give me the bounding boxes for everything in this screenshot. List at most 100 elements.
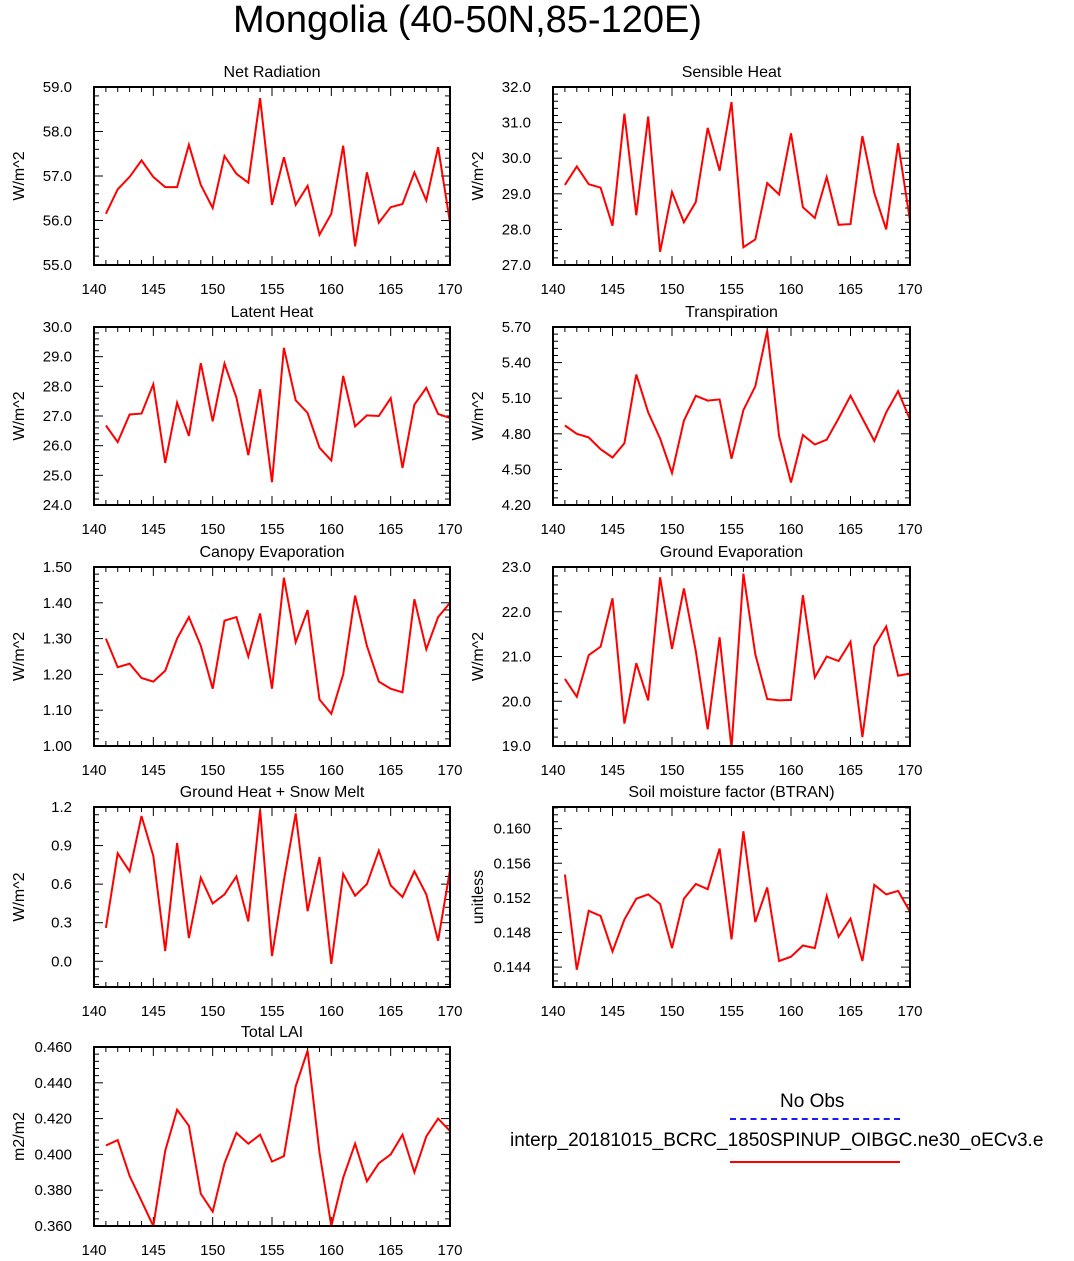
y-tick-label: 27.0 xyxy=(502,257,531,274)
y-tick-label: 58.0 xyxy=(43,124,72,141)
x-tick-label: 140 xyxy=(540,1003,565,1020)
chart-panel: Ground Evaporation W/m^2 140 145 150 155 160 16… xyxy=(470,544,923,779)
x-tick-label: 140 xyxy=(81,1003,106,1020)
plot-frame xyxy=(93,1046,451,1227)
x-tick-label: 150 xyxy=(659,1003,684,1020)
chart-title: Sensible Heat xyxy=(682,64,782,81)
y-tick-label: 0.148 xyxy=(493,924,531,941)
x-tick-label: 160 xyxy=(319,281,344,298)
x-tick-label: 155 xyxy=(719,281,744,298)
x-tick-label: 145 xyxy=(141,281,166,298)
series-line xyxy=(105,1050,450,1226)
y-tick-label: 28.0 xyxy=(502,221,531,238)
y-tick-label: 0.400 xyxy=(34,1146,72,1163)
y-tick-label: 24.0 xyxy=(43,497,72,514)
y-tick-label: 30.0 xyxy=(502,150,531,167)
plot-frame xyxy=(93,86,451,266)
series-line xyxy=(564,101,910,252)
y-tick-label: 20.0 xyxy=(502,693,531,710)
x-tick-label: 170 xyxy=(437,1003,462,1020)
y-tick-label: 27.0 xyxy=(43,408,72,425)
chart-title: Total LAI xyxy=(241,1024,303,1041)
x-tick-label: 150 xyxy=(659,521,684,538)
x-tick-label: 170 xyxy=(897,521,922,538)
x-tick-label: 145 xyxy=(141,1242,166,1259)
chart-title: Ground Heat + Snow Melt xyxy=(180,784,365,801)
legend-obs-line xyxy=(730,1118,900,1120)
x-tick-label: 165 xyxy=(378,1242,403,1259)
chart-panel: Latent Heat W/m^2 140 145 150 155 160 165 170 24.… xyxy=(11,304,463,538)
x-tick-label: 145 xyxy=(600,281,625,298)
y-axis-label: W/m^2 xyxy=(470,391,487,440)
x-tick-label: 140 xyxy=(81,1242,106,1259)
chart-title: Ground Evaporation xyxy=(660,544,803,561)
x-tick-label: 155 xyxy=(719,521,744,538)
plot-frame xyxy=(552,566,911,747)
y-tick-label: 0.380 xyxy=(34,1182,72,1199)
x-tick-label: 145 xyxy=(600,521,625,538)
x-tick-label: 150 xyxy=(200,1242,225,1259)
y-tick-label: 0.160 xyxy=(493,821,531,838)
y-axis-label: W/m^2 xyxy=(11,872,28,921)
y-tick-label: 0.3 xyxy=(51,915,72,932)
x-tick-label: 165 xyxy=(378,1003,403,1020)
y-tick-label: 1.10 xyxy=(43,702,72,719)
legend-model-line xyxy=(730,1161,900,1163)
series-line xyxy=(564,330,910,483)
y-tick-label: 29.0 xyxy=(43,349,72,366)
y-tick-label: 28.0 xyxy=(43,378,72,395)
y-tick-label: 0.144 xyxy=(493,959,531,976)
x-tick-label: 155 xyxy=(719,1003,744,1020)
chart-panel: Sensible Heat W/m^2 140 145 150 155 160 165 170 2… xyxy=(470,64,923,298)
y-tick-label: 21.0 xyxy=(502,649,531,666)
plot-frame xyxy=(552,326,911,506)
series-line xyxy=(105,347,450,483)
y-tick-label: 0.6 xyxy=(51,876,72,893)
x-tick-label: 155 xyxy=(259,521,284,538)
x-tick-label: 160 xyxy=(319,1003,344,1020)
plot-frame xyxy=(93,566,451,747)
y-axis-label: W/m^2 xyxy=(11,391,28,440)
y-axis-label: W/m^2 xyxy=(470,151,487,200)
x-tick-label: 155 xyxy=(259,1003,284,1020)
x-tick-label: 160 xyxy=(778,281,803,298)
x-tick-label: 155 xyxy=(719,762,744,779)
x-tick-label: 160 xyxy=(319,1242,344,1259)
x-tick-label: 140 xyxy=(81,521,106,538)
y-tick-label: 29.0 xyxy=(502,186,531,203)
x-tick-label: 160 xyxy=(319,762,344,779)
y-tick-label: 1.00 xyxy=(43,738,72,755)
x-tick-label: 145 xyxy=(141,521,166,538)
y-axis-label: unitless xyxy=(470,870,487,924)
x-tick-label: 170 xyxy=(437,281,462,298)
chart-title: Latent Heat xyxy=(231,304,314,321)
y-tick-label: 0.9 xyxy=(51,838,72,855)
series-line xyxy=(564,573,910,746)
y-tick-label: 23.0 xyxy=(502,559,531,576)
plot-frame xyxy=(93,326,451,506)
y-tick-label: 1.40 xyxy=(43,595,72,612)
legend-obs-label: No Obs xyxy=(780,1091,845,1112)
y-tick-label: 1.2 xyxy=(51,799,72,816)
plot-frame xyxy=(93,806,451,988)
x-tick-label: 150 xyxy=(200,1003,225,1020)
x-tick-label: 155 xyxy=(259,762,284,779)
x-tick-label: 165 xyxy=(378,281,403,298)
x-tick-label: 170 xyxy=(437,1242,462,1259)
y-tick-label: 4.80 xyxy=(502,426,531,443)
y-tick-label: 5.70 xyxy=(502,319,531,336)
x-tick-label: 145 xyxy=(600,1003,625,1020)
y-tick-label: 4.50 xyxy=(502,461,531,478)
y-tick-label: 1.30 xyxy=(43,631,72,648)
chart-title: Soil moisture factor (BTRAN) xyxy=(628,784,834,801)
y-tick-label: 0.0 xyxy=(51,953,72,970)
series-line xyxy=(104,577,450,716)
y-tick-label: 5.40 xyxy=(502,355,531,372)
y-axis-label: m2/m2 xyxy=(11,1112,28,1161)
y-tick-label: 59.0 xyxy=(43,79,72,96)
plot-frame xyxy=(552,806,911,988)
y-tick-label: 30.0 xyxy=(43,319,72,336)
y-tick-label: 22.0 xyxy=(502,604,531,621)
x-tick-label: 160 xyxy=(319,521,344,538)
chart-panel: Ground Heat + Snow Melt W/m^2 140 145 150 155… xyxy=(11,784,463,1020)
